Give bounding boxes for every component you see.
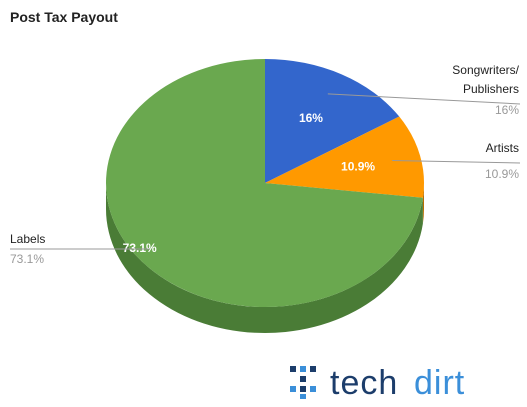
slice-value-label-0: 16% <box>299 111 323 125</box>
pie-side-1 <box>422 183 424 224</box>
legend-name-2: Labels <box>10 232 45 246</box>
pie-slice-2 <box>105 59 423 307</box>
legend-name-0-1: Publishers <box>463 82 519 96</box>
leader-line-1 <box>392 160 521 164</box>
legend-label-2: Labels 73.1% <box>10 232 150 266</box>
leader-line-0 <box>327 93 521 105</box>
slice-value-label-1: 10.9% <box>341 160 375 174</box>
chart-title: Post Tax Payout <box>10 9 118 25</box>
legend-name-0-0: Songwriters/ <box>452 63 519 77</box>
pie-sides <box>106 183 424 334</box>
legend-pct-1: 10.9% <box>485 167 519 181</box>
svg-text:tech: tech <box>330 364 398 402</box>
techdirt-dots-icon <box>290 366 316 399</box>
legend-pct-0: 16% <box>495 103 519 117</box>
pie-slice-0 <box>265 59 400 183</box>
pie-slice-1 <box>265 116 424 198</box>
svg-text:dirt: dirt <box>414 364 465 402</box>
legend-label-1: Artists 10.9% <box>392 141 521 181</box>
legend-label-0: Songwriters/Publishers 16% <box>327 63 521 117</box>
techdirt-logo: tech dirt <box>290 364 465 402</box>
legend-name-1-0: Artists <box>486 141 519 155</box>
slice-value-label-2: 73.1% <box>123 241 157 255</box>
legend-pct-2: 73.1% <box>10 252 44 266</box>
pie-side-2 <box>106 183 423 334</box>
